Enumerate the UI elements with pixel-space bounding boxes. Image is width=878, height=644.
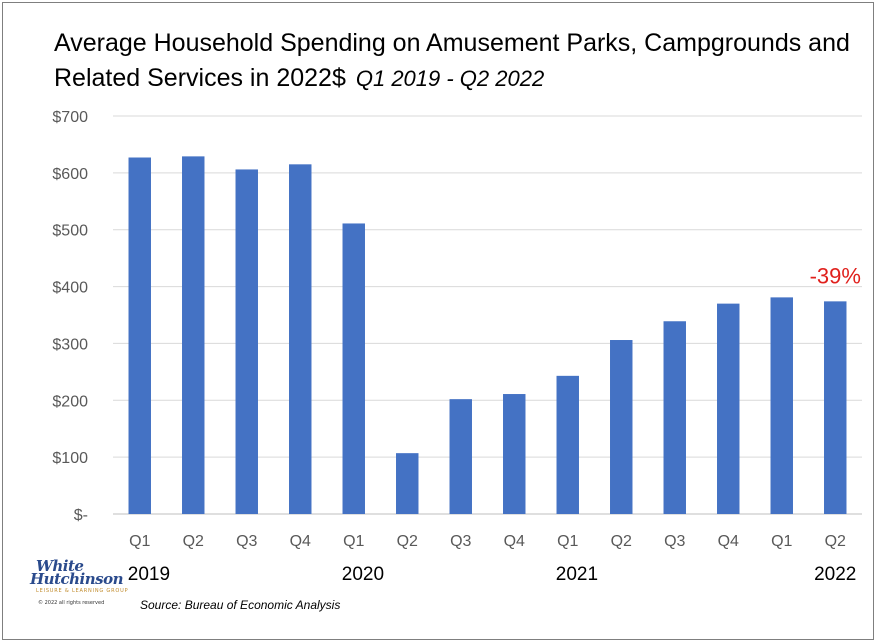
x-tick-label: Q4 bbox=[290, 533, 311, 550]
bar bbox=[503, 394, 526, 514]
company-logo: White Hutchinson LEISURE & LEARNING GROU… bbox=[30, 557, 134, 615]
bar bbox=[556, 375, 579, 514]
source-note: Source: Bureau of Economic Analysis bbox=[140, 598, 341, 612]
x-tick-label: Q1 bbox=[343, 533, 364, 550]
logo-copyright: © 2022 all rights reserved bbox=[38, 600, 105, 606]
bar bbox=[663, 321, 686, 514]
logo-line1: White bbox=[36, 557, 84, 575]
y-tick-label: $400 bbox=[52, 280, 88, 297]
y-tick-label: $100 bbox=[52, 450, 88, 467]
x-tick-label: Q4 bbox=[504, 533, 525, 550]
bar bbox=[770, 297, 793, 514]
x-tick-label: Q3 bbox=[236, 533, 257, 550]
bar bbox=[235, 169, 258, 514]
year-label: 2020 bbox=[342, 564, 384, 585]
bar bbox=[824, 301, 847, 514]
year-label: 2021 bbox=[556, 564, 598, 585]
bar bbox=[396, 453, 419, 514]
logo-line2: Hutchinson bbox=[30, 570, 124, 588]
bar bbox=[449, 399, 472, 514]
year-label: 2022 bbox=[814, 564, 856, 585]
x-tick-label: Q2 bbox=[825, 533, 846, 550]
logo-tagline: LEISURE & LEARNING GROUP bbox=[36, 588, 129, 594]
bar bbox=[610, 340, 633, 514]
y-tick-label: $700 bbox=[52, 109, 88, 126]
x-tick-label: Q1 bbox=[771, 533, 792, 550]
title-main: Average Household Spending on Amusement … bbox=[54, 29, 850, 92]
bar bbox=[342, 223, 365, 514]
x-tick-label: Q2 bbox=[397, 533, 418, 550]
bar bbox=[128, 157, 151, 514]
bar bbox=[182, 156, 205, 514]
y-tick-label: $300 bbox=[52, 336, 88, 353]
y-tick-label: $600 bbox=[52, 166, 88, 183]
x-tick-label: Q2 bbox=[611, 533, 632, 550]
title-period: Q1 2019 - Q2 2022 bbox=[355, 66, 545, 91]
change-annotation: -39% bbox=[810, 263, 861, 288]
x-tick-label: Q1 bbox=[129, 533, 150, 550]
x-tick-label: Q3 bbox=[664, 533, 685, 550]
y-tick-label: $200 bbox=[52, 393, 88, 410]
bar bbox=[289, 164, 312, 515]
x-tick-label: Q4 bbox=[718, 533, 739, 550]
y-tick-label: $500 bbox=[52, 223, 88, 240]
x-tick-label: Q2 bbox=[183, 533, 204, 550]
year-label: 2019 bbox=[128, 564, 170, 585]
x-tick-label: Q1 bbox=[557, 533, 578, 550]
x-tick-label: Q3 bbox=[450, 533, 471, 550]
y-tick-label: $- bbox=[74, 507, 88, 524]
chart-title: Average Household Spending on Amusement … bbox=[54, 26, 854, 96]
bar bbox=[717, 303, 740, 514]
